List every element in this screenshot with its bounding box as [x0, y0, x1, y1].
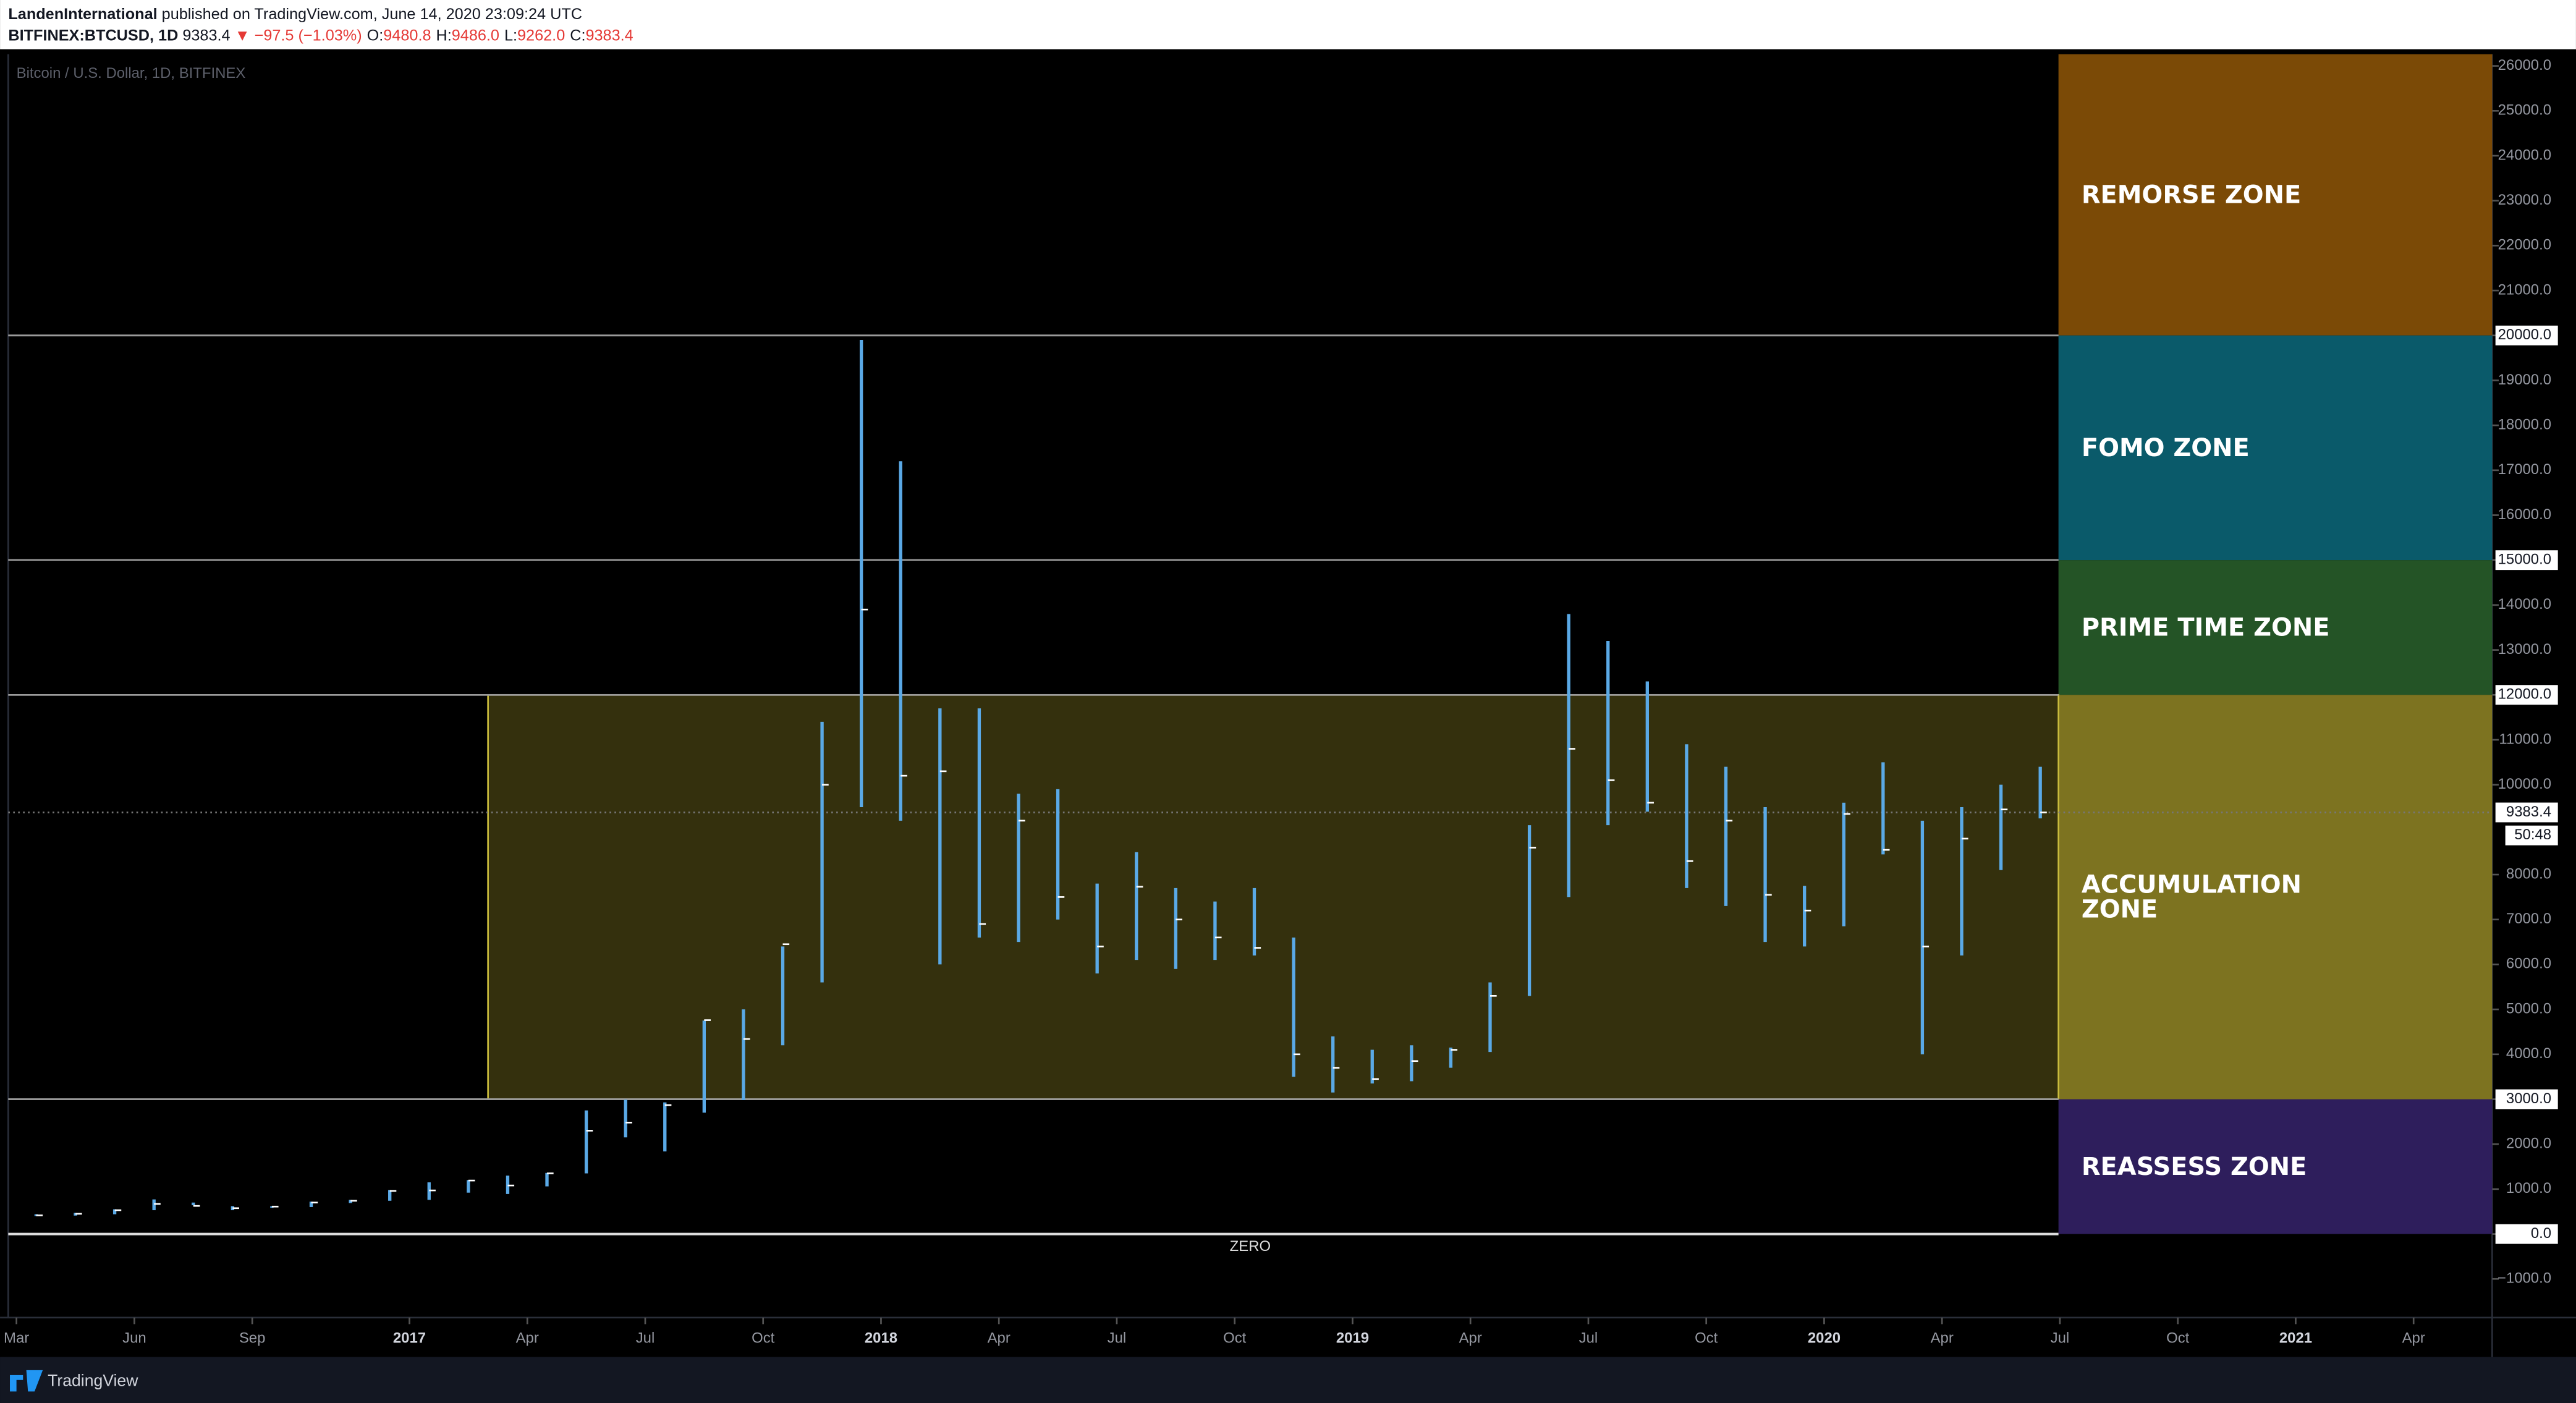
- y-tick-label: 23000.0: [2498, 192, 2551, 208]
- y-tick-label: −1000.0: [2498, 1270, 2551, 1287]
- x-tick-label: Apr: [2402, 1330, 2425, 1347]
- ohlc-key: L:: [504, 27, 517, 44]
- zone-label: FOMO ZONE: [2082, 434, 2250, 462]
- x-tick-label: Mar: [4, 1330, 29, 1347]
- ohlc-value: 9383.4: [585, 27, 633, 44]
- y-tick-label: 10000.0: [2498, 776, 2551, 792]
- y-tick-label: 4000.0: [2506, 1045, 2551, 1062]
- countdown-box: [2505, 825, 2558, 846]
- x-tick-label: Apr: [988, 1330, 1010, 1347]
- last-price-label: 9383.4: [2506, 803, 2551, 820]
- zone-label: REASSESS ZONE: [2082, 1153, 2307, 1181]
- y-tick-label: 8000.0: [2506, 865, 2551, 882]
- x-tick-label: 2021: [2279, 1330, 2312, 1347]
- x-tick-label: 2018: [865, 1330, 897, 1347]
- y-tick-label: 21000.0: [2498, 281, 2551, 298]
- y-label-box: [2495, 685, 2558, 705]
- y-label-box: [2495, 1089, 2558, 1109]
- y-tick-label: 12000.0: [2498, 686, 2551, 703]
- x-tick-label: Oct: [1695, 1330, 1718, 1347]
- header-bar: [0, 0, 2576, 49]
- x-tick-label: Apr: [1459, 1330, 1482, 1347]
- y-label-box: [2495, 1224, 2558, 1244]
- y-tick-label: 22000.0: [2498, 237, 2551, 253]
- y-tick-label: 14000.0: [2498, 596, 2551, 612]
- x-tick-label: Sep: [239, 1330, 266, 1347]
- ohlc-key: O:: [367, 27, 384, 44]
- y-tick-label: 20000.0: [2498, 326, 2551, 343]
- zone-area: [487, 693, 2059, 1100]
- publisher: LandenInternational: [8, 6, 157, 23]
- y-tick-label: 15000.0: [2498, 551, 2551, 568]
- ohlc-value: 9262.0: [517, 27, 565, 44]
- zone-panel: [2058, 560, 2493, 695]
- ohlc-key: H:: [436, 27, 451, 44]
- zone-label: REMORSE ZONE: [2082, 181, 2301, 210]
- ohlc-key: C:: [570, 27, 585, 44]
- x-tick-label: Oct: [1223, 1330, 1247, 1347]
- brand: TradingView: [48, 1371, 138, 1389]
- y-tick-label: 7000.0: [2506, 910, 2551, 927]
- y-tick-label: 2000.0: [2506, 1135, 2551, 1152]
- zone-label: ACCUMULATION: [2082, 871, 2302, 899]
- chart-title: Bitcoin / U.S. Dollar, 1D, BITFINEX: [17, 65, 246, 82]
- y-tick-label: 26000.0: [2498, 57, 2551, 74]
- last-price-box: [2495, 802, 2558, 823]
- last-price: 9383.4: [182, 27, 230, 44]
- x-tick-label: 2017: [393, 1330, 426, 1347]
- x-tick-label: Jul: [1108, 1330, 1127, 1347]
- x-tick-label: Jun: [122, 1330, 146, 1347]
- header-line: BITFINEX:BTCUSD, 1D 9383.4 ▼ −97.5 (−1.0…: [8, 27, 633, 44]
- footer-bar: [0, 1357, 2576, 1403]
- header-line: LandenInternational published on Trading…: [8, 6, 582, 23]
- x-tick-label: Jul: [636, 1330, 655, 1347]
- y-tick-label: 0.0: [2531, 1225, 2551, 1242]
- y-tick-label: 19000.0: [2498, 371, 2551, 388]
- y-tick-label: 16000.0: [2498, 506, 2551, 523]
- zone-panel: [2058, 1099, 2493, 1234]
- y-tick-label: 17000.0: [2498, 461, 2551, 478]
- zone-label: PRIME TIME ZONE: [2082, 614, 2330, 642]
- logo: [10, 1370, 43, 1392]
- y-tick-label: 25000.0: [2498, 102, 2551, 119]
- change: ▼ −97.5 (−1.03%): [235, 27, 362, 44]
- y-tick-label: 3000.0: [2506, 1090, 2551, 1107]
- zone-panel: [2058, 54, 2493, 336]
- ohlc-value: 9480.8: [383, 27, 431, 44]
- x-tick-label: Jul: [1579, 1330, 1598, 1347]
- y-tick-label: 13000.0: [2498, 641, 2551, 658]
- y-tick-label: 24000.0: [2498, 146, 2551, 163]
- symbol: BITFINEX:BTCUSD, 1D: [8, 27, 178, 44]
- countdown: 50:48: [2514, 826, 2551, 843]
- annotation: ZERO: [1230, 1238, 1271, 1255]
- zone-panel: [2058, 335, 2493, 561]
- x-tick-label: Jul: [2051, 1330, 2070, 1347]
- y-tick-label: 1000.0: [2506, 1180, 2551, 1197]
- x-tick-label: Oct: [2166, 1330, 2190, 1347]
- x-tick-label: 2020: [1808, 1330, 1841, 1347]
- x-tick-label: Oct: [752, 1330, 775, 1347]
- y-tick-label: 11000.0: [2499, 731, 2551, 747]
- y-label-box: [2495, 325, 2558, 345]
- zone-label: ZONE: [2082, 896, 2158, 924]
- ohlc-value: 9486.0: [452, 27, 499, 44]
- published: published on TradingView.com, June 14, 2…: [162, 6, 582, 23]
- y-tick-label: 6000.0: [2506, 956, 2551, 972]
- y-tick-label: 5000.0: [2506, 1000, 2551, 1017]
- y-label-box: [2495, 550, 2558, 570]
- x-tick-label: Apr: [516, 1330, 539, 1347]
- zone-panel: [2058, 695, 2493, 1100]
- x-tick-label: Apr: [1931, 1330, 1954, 1347]
- y-tick-label: 18000.0: [2498, 416, 2551, 433]
- x-tick-label: 2019: [1336, 1330, 1369, 1347]
